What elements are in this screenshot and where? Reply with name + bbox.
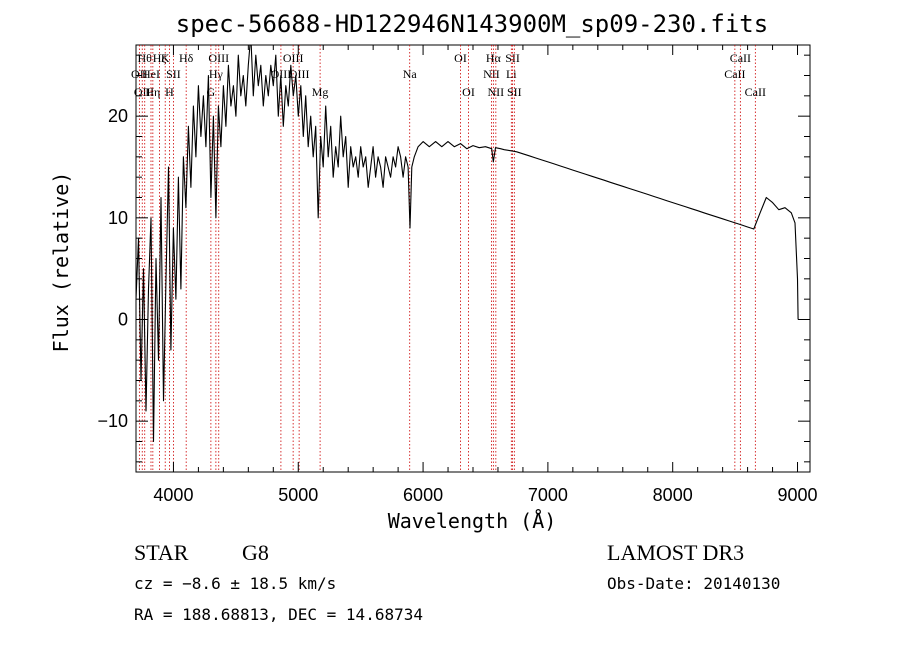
ref-line-label: Hθ <box>138 51 153 65</box>
obs-date: Obs-Date: 20140130 <box>607 574 780 593</box>
chart-title: spec-56688-HD122946N143900M_sp09-230.fit… <box>176 10 768 38</box>
ref-line-label: CaII <box>745 85 766 99</box>
x-axis-label: Wavelength (Å) <box>388 509 557 533</box>
ref-line-label: OII <box>131 67 148 81</box>
plot-border <box>135 44 811 473</box>
ref-line-label: Na <box>403 67 418 81</box>
ref-line-label: CaII <box>724 67 745 81</box>
survey-name: LAMOST DR3 <box>607 540 744 565</box>
coordinates: RA = 188.68813, DEC = 14.68734 <box>134 605 423 624</box>
ref-line-label: CaII <box>730 51 751 65</box>
x-tick-label: 5000 <box>278 485 318 505</box>
x-tick-label: 8000 <box>653 485 693 505</box>
axis-ticks: 4000 5000 6000 7000 8000 9000 −10 0 10 20 <box>97 45 818 505</box>
x-tick-label: 6000 <box>403 485 443 505</box>
ref-line-label: G <box>207 85 216 99</box>
ref-line-label: OIII <box>208 51 229 65</box>
object-class: STAR <box>134 540 189 565</box>
ref-line-label: Hγ <box>209 67 224 81</box>
x-tick-label: 9000 <box>777 485 817 505</box>
ref-line-label: K <box>161 51 170 65</box>
ref-line-label: Hδ <box>179 51 194 65</box>
ref-line-label: OIII <box>283 51 304 65</box>
ref-line-label: Hα <box>486 51 502 65</box>
ref-line-label: Hζ <box>153 51 167 65</box>
ref-line-label: OIII <box>289 67 310 81</box>
x-tick-label: 4000 <box>153 485 193 505</box>
spectrum-series <box>136 45 799 443</box>
ref-line-label: Li <box>506 67 517 81</box>
ref-line-label: SII <box>507 85 522 99</box>
reference-lines: OIIOIIHθHeIHηHζKHSIIHδGHγOIIIOIIIOIIIOII… <box>131 45 766 472</box>
plot-frame <box>135 44 811 473</box>
ref-line-label: HeI <box>142 67 160 81</box>
ref-line-label: SII <box>166 67 181 81</box>
object-subclass: G8 <box>242 540 269 565</box>
ref-line-label: NII <box>483 67 500 81</box>
y-tick-label: −10 <box>97 411 128 431</box>
x-tick-label: 7000 <box>528 485 568 505</box>
ref-line-label: OI <box>454 51 467 65</box>
y-axis-label: Flux (relative) <box>49 172 73 353</box>
ref-line-label: OIII <box>271 67 292 81</box>
spectrum-line <box>136 45 799 443</box>
y-tick-label: 0 <box>118 310 128 330</box>
ref-line-label: Hη <box>145 85 160 99</box>
ref-line-label: Mg <box>312 85 329 99</box>
y-tick-label: 10 <box>108 208 128 228</box>
y-tick-label: 20 <box>108 106 128 126</box>
ref-line-label: OI <box>462 85 475 99</box>
ref-line-label: NII <box>488 85 505 99</box>
ref-line-label: SII <box>505 51 520 65</box>
redshift-value: cz = −8.6 ± 18.5 km/s <box>134 574 336 593</box>
ref-line-label: H <box>165 85 174 99</box>
